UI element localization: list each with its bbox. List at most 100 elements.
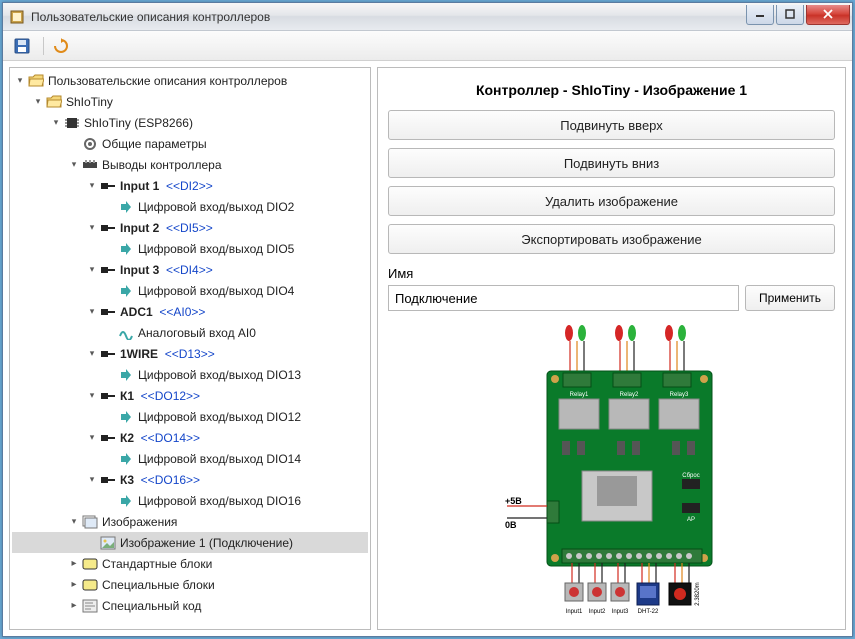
svg-text:0В: 0В [505, 520, 517, 530]
expander-icon[interactable] [68, 159, 80, 171]
pin-icon [100, 346, 116, 362]
toolbar [3, 31, 852, 61]
content-area: Пользовательские описания контроллеров S… [3, 61, 852, 636]
svg-text:AP: AP [686, 517, 694, 523]
save-button[interactable] [11, 35, 33, 57]
tree-node-label: Изображение 1 (Подключение) [120, 536, 293, 550]
tree-pin-input3[interactable]: Input 3 <<DI4>> [12, 259, 368, 280]
tree-pin-adc-sub[interactable]: Аналоговый вход AI0 [12, 322, 368, 343]
expander-icon[interactable] [86, 390, 98, 402]
expander-icon[interactable] [86, 264, 98, 276]
io-icon [118, 367, 134, 383]
tree-pin-k3[interactable]: К3 <<DO16>> [12, 469, 368, 490]
expander-icon[interactable] [68, 579, 80, 591]
expander-icon[interactable] [86, 306, 98, 318]
tree-node-label: К1 <<DO12>> [120, 389, 200, 403]
tree-node-label: Цифровой вход/выход DIO14 [138, 452, 301, 466]
tree-pin-input1[interactable]: Input 1 <<DI2>> [12, 175, 368, 196]
folder-open-icon [28, 73, 44, 89]
tree-node-label: Общие параметры [102, 137, 207, 151]
tree-controller[interactable]: ShIoTiny [12, 91, 368, 112]
tree-root[interactable]: Пользовательские описания контроллеров [12, 70, 368, 91]
io-icon [118, 283, 134, 299]
tree-node-label: Цифровой вход/выход DIO4 [138, 284, 294, 298]
tree-spec-code[interactable]: Специальный код [12, 595, 368, 616]
app-window: Пользовательские описания контроллеров П… [2, 2, 853, 637]
tree-node-label: ADC1 <<AI0>> [120, 305, 205, 319]
tree-pin-k3-sub[interactable]: Цифровой вход/выход DIO16 [12, 490, 368, 511]
window-title: Пользовательские описания контроллеров [31, 10, 744, 24]
tree-node-label: Изображения [102, 515, 177, 529]
tree-images[interactable]: Изображения [12, 511, 368, 532]
pin-icon [100, 430, 116, 446]
delete-image-button[interactable]: Удалить изображение [388, 186, 835, 216]
tree-node-label: Цифровой вход/выход DIO12 [138, 410, 301, 424]
expander-icon[interactable] [86, 432, 98, 444]
name-label: Имя [388, 266, 835, 281]
io-icon [118, 493, 134, 509]
block-icon [82, 577, 98, 593]
io-icon [118, 451, 134, 467]
svg-text:Relay2: Relay2 [619, 392, 638, 398]
details-panel: Контроллер - ShIoTiny - Изображение 1 По… [377, 67, 846, 630]
app-icon [9, 9, 25, 25]
expander-icon[interactable] [68, 558, 80, 570]
export-image-button[interactable]: Экспортировать изображение [388, 224, 835, 254]
tree-image1[interactable]: Изображение 1 (Подключение) [12, 532, 368, 553]
images-icon [82, 514, 98, 530]
tree-pin-input2[interactable]: Input 2 <<DI5>> [12, 217, 368, 238]
tree-spec-blocks[interactable]: Специальные блоки [12, 574, 368, 595]
apply-button[interactable]: Применить [745, 285, 835, 311]
tree-pin-input2-sub[interactable]: Цифровой вход/выход DIO5 [12, 238, 368, 259]
tree-pin-k1-sub[interactable]: Цифровой вход/выход DIO12 [12, 406, 368, 427]
tree-common-params[interactable]: Общие параметры [12, 133, 368, 154]
svg-text:Input1: Input1 [565, 609, 582, 615]
expander-icon[interactable] [68, 516, 80, 528]
expander-icon[interactable] [86, 222, 98, 234]
chip-icon [64, 115, 80, 131]
tree-node-label: Аналоговый вход AI0 [138, 326, 256, 340]
tree-node-label: Специальные блоки [102, 578, 215, 592]
expander-icon[interactable] [86, 474, 98, 486]
tree-device[interactable]: ShIoTiny (ESP8266) [12, 112, 368, 133]
minimize-button[interactable] [746, 5, 774, 25]
close-button[interactable] [806, 5, 850, 25]
tree-panel[interactable]: Пользовательские описания контроллеров S… [9, 67, 371, 630]
tree-pin-k2-sub[interactable]: Цифровой вход/выход DIO14 [12, 448, 368, 469]
expander-icon[interactable] [86, 348, 98, 360]
tree-pin-k1[interactable]: К1 <<DO12>> [12, 385, 368, 406]
tree-node-label: Стандартные блоки [102, 557, 212, 571]
maximize-button[interactable] [776, 5, 804, 25]
expander-icon[interactable] [32, 96, 44, 108]
expander-icon[interactable] [86, 180, 98, 192]
expander-icon[interactable] [50, 117, 62, 129]
expander-icon[interactable] [68, 600, 80, 612]
expander-icon[interactable] [14, 75, 26, 87]
refresh-button[interactable] [50, 35, 72, 57]
tree-pin-input1-sub[interactable]: Цифровой вход/выход DIO2 [12, 196, 368, 217]
tree-pin-1wire[interactable]: 1WIRE <<D13>> [12, 343, 368, 364]
tree-pin-input3-sub[interactable]: Цифровой вход/выход DIO4 [12, 280, 368, 301]
tree-pins[interactable]: Выводы контроллера [12, 154, 368, 175]
folder-open-icon [46, 94, 62, 110]
connector-icon [82, 157, 98, 173]
tree-node-label: Специальный код [102, 599, 201, 613]
tree-pin-adc[interactable]: ADC1 <<AI0>> [12, 301, 368, 322]
move-down-button[interactable]: Подвинуть вниз [388, 148, 835, 178]
window-controls [744, 5, 850, 25]
tree-std-blocks[interactable]: Стандартные блоки [12, 553, 368, 574]
tree-node-label: Input 3 <<DI4>> [120, 263, 213, 277]
tree-node-label: К2 <<DO14>> [120, 431, 200, 445]
image-icon [100, 535, 116, 551]
tree-pin-1wire-sub[interactable]: Цифровой вход/выход DIO13 [12, 364, 368, 385]
pin-icon [100, 472, 116, 488]
tree-node-label: ShIoTiny (ESP8266) [84, 116, 193, 130]
tree-node-label: 1WIRE <<D13>> [120, 347, 215, 361]
name-input[interactable] [388, 285, 739, 311]
tree-pin-k2[interactable]: К2 <<DO14>> [12, 427, 368, 448]
io-icon [118, 241, 134, 257]
svg-text:2.3820m: 2.3820m [695, 582, 701, 605]
move-up-button[interactable]: Подвинуть вверх [388, 110, 835, 140]
gear-icon [82, 136, 98, 152]
svg-text:Сброс: Сброс [682, 473, 699, 479]
